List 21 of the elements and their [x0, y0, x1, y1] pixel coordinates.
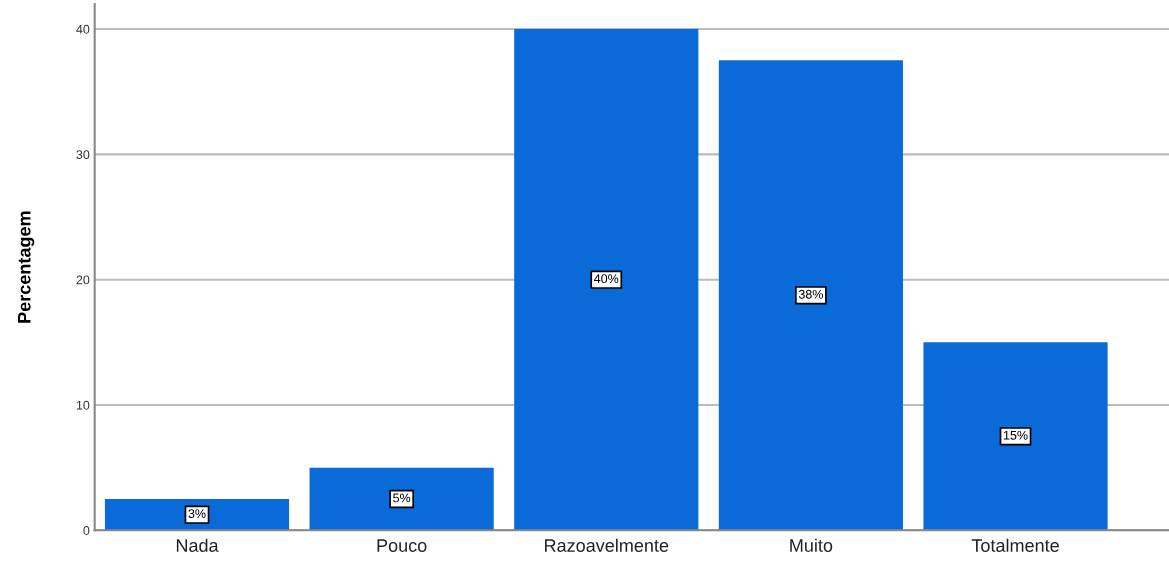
x-tick-label: Razoavelmente	[545, 538, 669, 552]
x-tick-label: Muito	[790, 538, 833, 552]
bar	[923, 342, 1108, 531]
data-label: 38%	[798, 289, 823, 299]
data-label: 3%	[188, 509, 206, 518]
x-tick-label: Pouco	[377, 539, 427, 552]
bar	[514, 29, 699, 531]
bar	[104, 498, 290, 531]
bar	[309, 467, 494, 531]
y-tick-label: 30	[76, 150, 90, 160]
y-tick-label: 10	[76, 400, 90, 410]
y-tick-label: 20	[76, 275, 90, 285]
data-label: 40%	[594, 274, 619, 284]
y-tick-label: 0	[83, 526, 90, 535]
bar	[718, 60, 903, 531]
y-axis-title: Percentagem	[18, 211, 35, 323]
y-tick-label: 40	[76, 24, 90, 34]
x-tick-label: Nada	[176, 538, 219, 552]
data-label: 15%	[1003, 430, 1028, 440]
data-label: 5%	[393, 493, 411, 503]
x-tick-label: Totalmente	[971, 538, 1059, 552]
